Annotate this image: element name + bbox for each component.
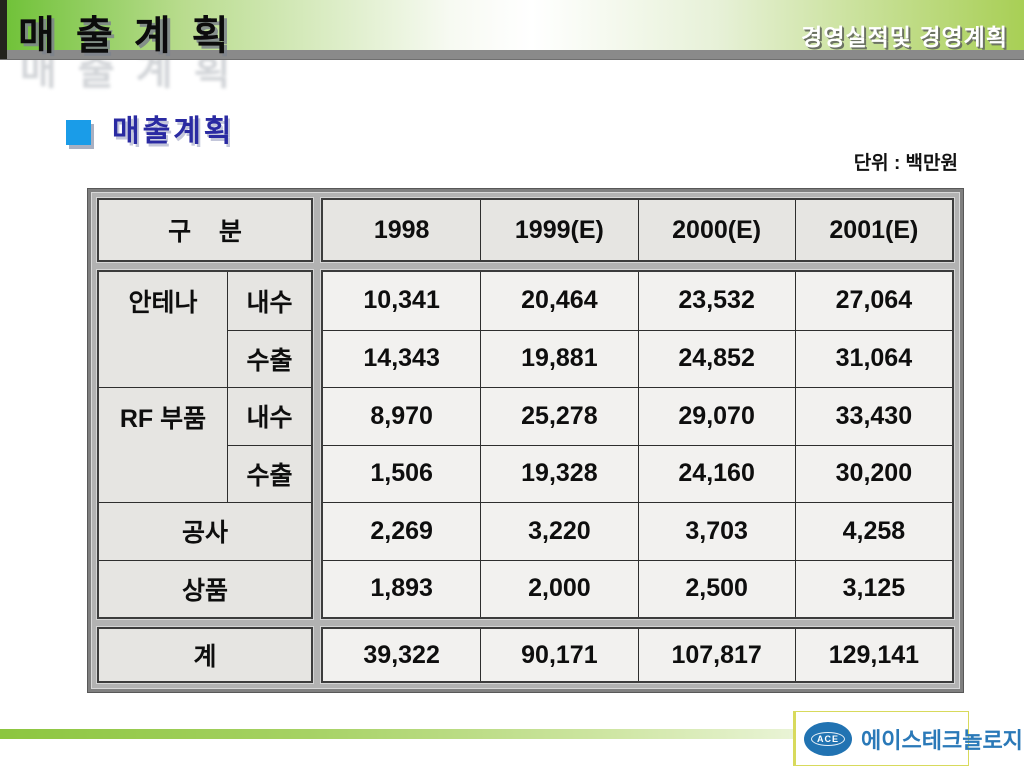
- header-subtitle: 경영실적및 경영계획: [801, 24, 1008, 50]
- total-row-label: 계: [193, 643, 217, 671]
- table-cell: 31,064: [794, 329, 952, 387]
- company-logo-text: 에이스테크놀로지: [861, 727, 1023, 753]
- company-logo: ACE 에이스테크놀로지: [793, 711, 1023, 766]
- row-group-antenna-label: 안테나: [128, 288, 198, 317]
- table-data-block: 10,341 20,464 23,532 27,064 14,343 19,88…: [321, 270, 954, 619]
- table-cell: 3,220: [480, 502, 638, 560]
- table-cell: 24,852: [637, 329, 795, 387]
- slide-title: 매 출 계 획: [18, 14, 234, 58]
- row-type-domestic-1: 내수: [227, 272, 311, 330]
- header-left-strip: [0, 0, 7, 59]
- table-cell: 23,532: [637, 272, 795, 330]
- table-cell: 33,430: [794, 387, 952, 445]
- table-cell: 4,258: [794, 502, 952, 560]
- row-group-rf-parts-label: RF 부품: [119, 404, 207, 433]
- column-header-1998: 1998: [373, 215, 430, 244]
- header-divider-bar: [0, 50, 1024, 60]
- column-header-category: 구 분: [168, 218, 242, 246]
- table-cell: 2,269: [323, 502, 481, 560]
- row-group-antenna: 안테나: [99, 272, 227, 387]
- table-cell: 24,160: [637, 444, 795, 502]
- ace-logo-icon: ACE: [804, 721, 852, 756]
- table-cell: 29,070: [637, 387, 795, 445]
- table-cell: 30,200: [794, 444, 952, 502]
- table-cell: 2,500: [637, 559, 795, 617]
- unit-label: 단위 : 백만원: [853, 153, 958, 174]
- total-cell: 129,141: [794, 629, 952, 681]
- row-label-construction: 공사: [99, 502, 311, 560]
- sales-plan-table: 구 분 1998 1999(E) 2000(E) 2001(E) 안테나 내수 …: [88, 189, 963, 692]
- table-cell: 14,343: [323, 329, 481, 388]
- column-header-1999e: 1999(E): [480, 200, 637, 260]
- table-cell: 1,506: [323, 444, 481, 503]
- table-row-labels-block: 안테나 내수 수출 RF 부품 내수 수출 공사 상품: [97, 270, 313, 619]
- row-label-merchandise: 상품: [99, 559, 311, 618]
- footer-accent-bar: [0, 729, 1024, 739]
- table-header-left-block: 구 분: [97, 198, 313, 262]
- row-group-rf-parts: RF 부품: [99, 387, 227, 502]
- table-cell: 27,064: [794, 272, 952, 330]
- table-cell: 1,893: [323, 559, 481, 618]
- table-cell: 3,703: [637, 502, 795, 560]
- table-cell: 19,881: [480, 329, 638, 387]
- header-band: [0, 0, 1024, 50]
- total-cell: 39,322: [363, 640, 440, 669]
- total-cell: 90,171: [480, 629, 637, 681]
- table-cell: 25,278: [480, 387, 638, 445]
- table-total-values-block: 39,322 90,171 107,817 129,141: [321, 627, 954, 683]
- table-cell: 3,125: [794, 559, 952, 617]
- table-cell: 2,000: [480, 559, 638, 617]
- table-cell: 20,464: [480, 272, 637, 330]
- row-type-domestic-2: 내수: [227, 387, 311, 445]
- table-total-label-block: 계: [97, 627, 313, 683]
- total-cell: 107,817: [637, 629, 795, 681]
- table-header-years-block: 1998 1999(E) 2000(E) 2001(E): [321, 198, 954, 262]
- section-bullet-icon: [66, 120, 91, 145]
- row-type-export-1: 수출: [227, 329, 311, 387]
- table-cell: 8,970: [323, 387, 481, 445]
- row-type-export-2: 수출: [227, 444, 311, 502]
- column-header-2001e: 2001(E): [794, 200, 952, 260]
- ace-logo-badge: ACE: [810, 731, 845, 746]
- table-cell: 19,328: [480, 444, 638, 502]
- section-title: 매출계획: [112, 115, 235, 148]
- column-header-2000e: 2000(E): [637, 200, 795, 260]
- table-cell: 10,341: [363, 286, 440, 315]
